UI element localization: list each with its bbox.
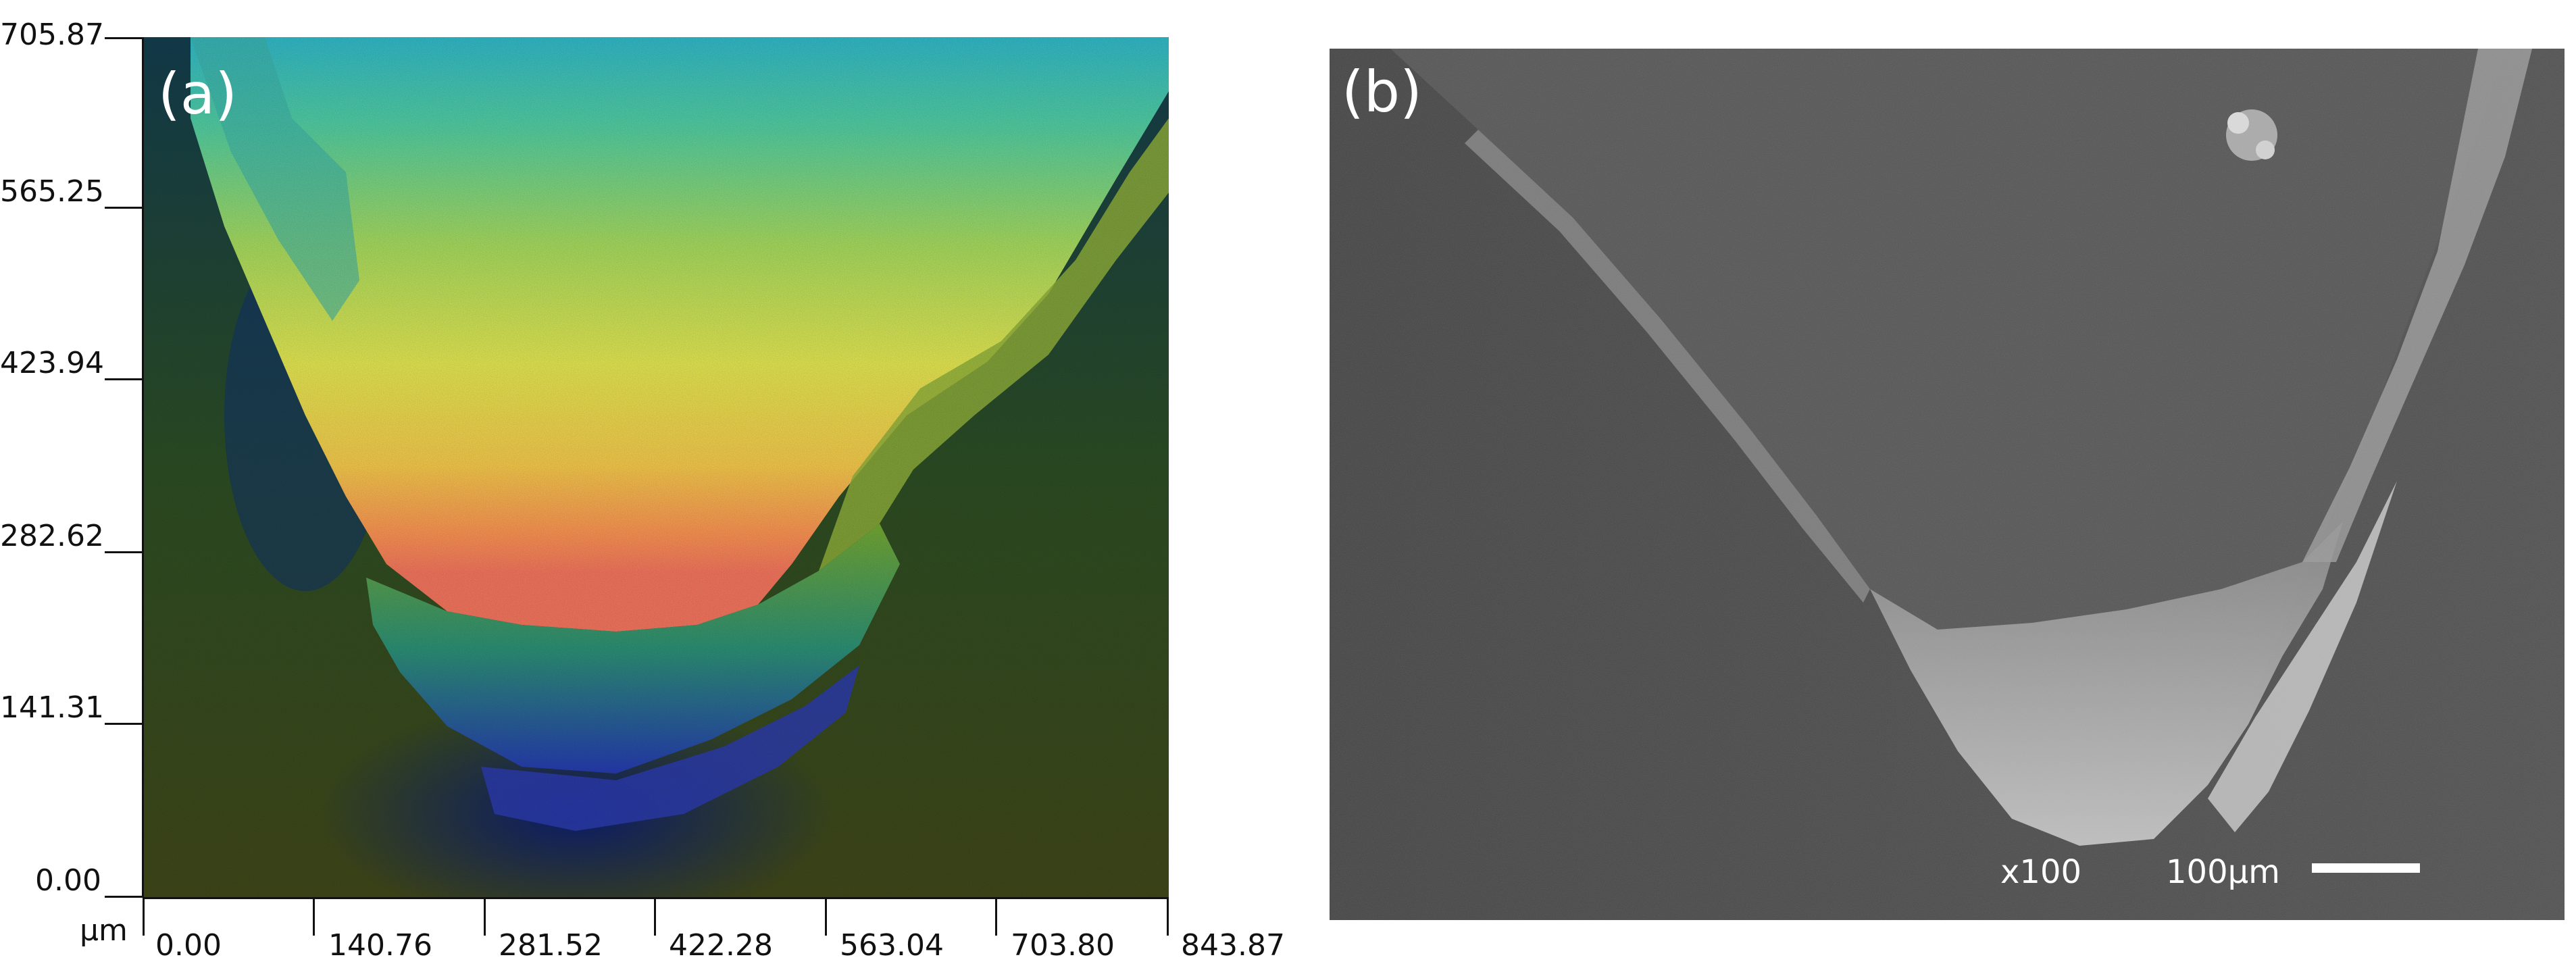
y-tick [105,378,143,380]
y-axis-line [142,37,144,897]
x-axis-line [143,897,1169,899]
x-tick-label: 281.52 [499,928,603,963]
panel-b-label: (b) [1342,59,1422,125]
y-tick [105,37,143,39]
y-tick-label: 282.62 [0,519,104,553]
x-tick [825,897,827,936]
x-tick-label: 843.87 [1181,928,1285,963]
x-tick-label: 422.28 [669,928,773,963]
x-tick-label: 563.04 [840,928,944,963]
y-tick [105,551,143,553]
y-tick [105,723,143,725]
y-tick [105,896,143,898]
x-tick [654,897,656,936]
y-tick-label: 141.31 [0,690,104,725]
sem-image [1330,49,2565,920]
unit-label: μm [80,913,128,948]
y-tick-label: 705.87 [0,18,104,52]
scale-bar-label: 100μm [2166,853,2280,891]
x-tick-label: 140.76 [328,928,432,963]
x-tick [1167,897,1169,936]
x-tick [313,897,315,936]
magnification-label: x100 [2000,853,2082,891]
x-tick [995,897,997,936]
y-tick-label: 565.25 [0,174,104,209]
height-map-image: (a) [143,37,1169,897]
x-tick-label: 703.80 [1011,928,1115,963]
height-map-panel: (a) 705.87 565.25 423.94 282.62 141.31 0… [0,0,1285,966]
scale-bar [2312,863,2420,873]
panel-a-label: (a) [158,61,238,127]
sem-image-panel: (b) x100 100μm [1330,49,2565,920]
height-map-graphic [143,37,1169,897]
y-tick-label: 423.94 [0,346,104,380]
x-tick [484,897,486,936]
y-tick-label: 0.00 [35,863,101,898]
y-tick [105,207,143,209]
x-tick-label: 0.00 [155,928,222,963]
x-tick [143,897,145,936]
